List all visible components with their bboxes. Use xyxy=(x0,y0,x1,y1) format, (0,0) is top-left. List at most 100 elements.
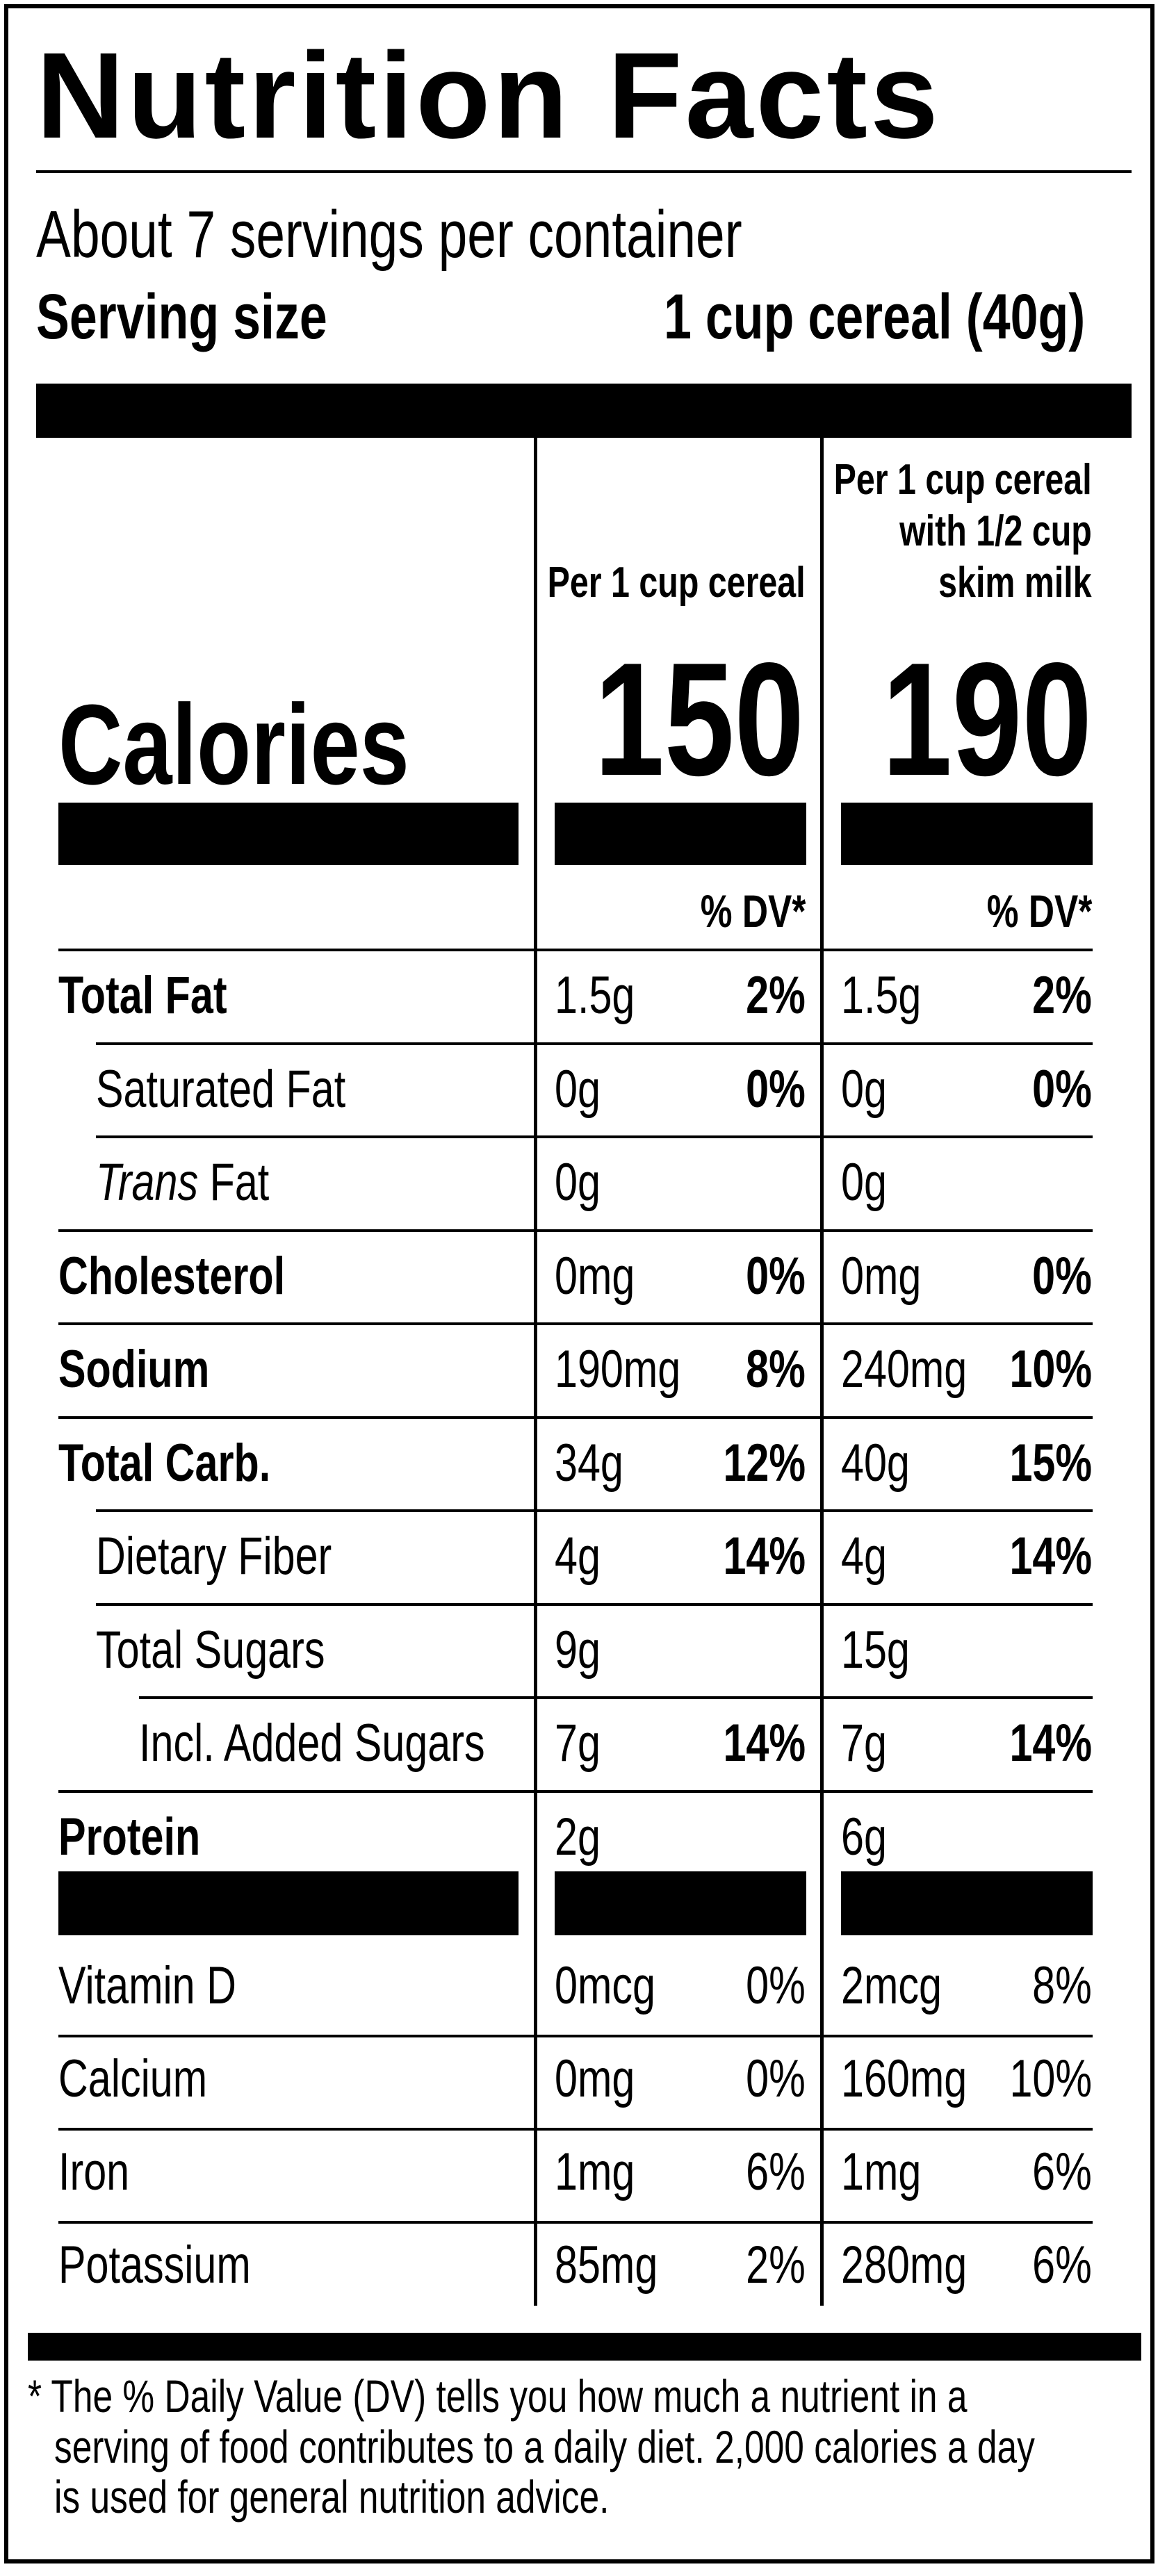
col2-amount: 0g xyxy=(841,1059,887,1119)
col1-amount: 0g xyxy=(555,1153,601,1212)
col2-amount: 240mg xyxy=(841,1340,968,1399)
thick-bar-calories-col2 xyxy=(841,803,1093,865)
row-divider xyxy=(58,1416,1093,1419)
col1-amount: 1.5g xyxy=(555,966,635,1025)
col2-dv: 0% xyxy=(1032,1246,1092,1306)
nutrient-label: Protein xyxy=(58,1807,201,1867)
thick-bar-protein-col2 xyxy=(841,1871,1093,1935)
col1-dv: 14% xyxy=(723,1714,806,1773)
col1-amount: 7g xyxy=(555,1714,601,1773)
col1-dv: 8% xyxy=(746,1340,806,1399)
thick-bar-calories-label xyxy=(58,803,519,865)
col1-dv: 12% xyxy=(723,1433,806,1493)
col1-dv: 14% xyxy=(723,1527,806,1586)
col2-amount: 15g xyxy=(841,1620,910,1680)
col1-amount: 4g xyxy=(555,1527,601,1586)
serving-size-value: 1 cup cereal (40g) xyxy=(663,281,1085,352)
col2-dv: 2% xyxy=(1032,966,1092,1025)
col1-dv: 2% xyxy=(746,2235,806,2295)
row-divider xyxy=(96,1509,1093,1512)
col2-amount: 280mg xyxy=(841,2235,968,2295)
thick-bar-calories-col1 xyxy=(555,803,806,865)
col2-amount: 0mg xyxy=(841,1246,922,1306)
row-divider xyxy=(58,1229,1093,1232)
col2-dv: 10% xyxy=(1009,1340,1092,1399)
col2-amount: 160mg xyxy=(841,2049,968,2108)
col2-header-line-2: with 1/2 cup xyxy=(899,507,1092,555)
calories-col1: 150 xyxy=(594,630,804,810)
col2-dv: 14% xyxy=(1009,1527,1092,1586)
col2-amount: 1mg xyxy=(841,2142,922,2201)
col1-amount: 190mg xyxy=(555,1340,681,1399)
thick-bar-protein-col1 xyxy=(555,1871,806,1935)
vitamin-label: Potassium xyxy=(58,2235,251,2295)
col2-dv: 6% xyxy=(1032,2142,1092,2201)
col2-dv: 8% xyxy=(1032,1956,1092,2015)
column-divider-2 xyxy=(820,438,824,2306)
col1-amount: 0g xyxy=(555,1059,601,1119)
thick-bar-bottom xyxy=(28,2333,1141,2361)
col2-dv: 15% xyxy=(1009,1433,1092,1493)
dv-header-col2: % DV* xyxy=(986,885,1092,937)
col2-header-line-1: Per 1 cup cereal xyxy=(834,456,1092,504)
col1-amount: 85mg xyxy=(555,2235,658,2295)
nutrient-label: Dietary Fiber xyxy=(96,1527,332,1586)
nutrient-label: Incl. Added Sugars xyxy=(139,1714,485,1773)
col1-header: Per 1 cup cereal xyxy=(548,559,806,607)
calories-col2: 190 xyxy=(882,630,1092,810)
row-divider xyxy=(96,1042,1093,1045)
footnote-line-2: serving of food contributes to a daily d… xyxy=(54,2421,1035,2472)
col2-dv: 10% xyxy=(1009,2049,1092,2108)
nutrient-label: Total Carb. xyxy=(58,1433,271,1493)
col1-amount: 34g xyxy=(555,1433,623,1493)
col1-dv: 0% xyxy=(746,1059,806,1119)
row-divider xyxy=(139,1696,1093,1699)
nutrition-label xyxy=(4,4,1154,2563)
nutrient-label: Cholesterol xyxy=(58,1246,286,1306)
nutrient-label: Total Fat xyxy=(58,966,227,1025)
col2-amount: 6g xyxy=(841,1807,887,1867)
calories-label: Calories xyxy=(58,681,409,808)
col1-amount: 0mcg xyxy=(555,1956,655,2015)
col1-dv: 0% xyxy=(746,1956,806,2015)
col1-dv: 0% xyxy=(746,2049,806,2108)
nutrient-label: Saturated Fat xyxy=(96,1059,346,1119)
col2-amount: 7g xyxy=(841,1714,887,1773)
row-divider xyxy=(58,2035,1093,2037)
col2-amount: 2mcg xyxy=(841,1956,942,2015)
vitamin-label: Vitamin D xyxy=(58,1956,236,2015)
col2-amount: 1.5g xyxy=(841,966,922,1025)
label-title: Nutrition Facts xyxy=(36,28,941,164)
row-divider xyxy=(96,1135,1093,1138)
thick-bar-top xyxy=(36,384,1132,438)
row-divider xyxy=(58,2128,1093,2131)
col2-amount: 4g xyxy=(841,1527,887,1586)
vitamin-label: Calcium xyxy=(58,2049,208,2108)
vitamin-label: Iron xyxy=(58,2142,130,2201)
col2-amount: 40g xyxy=(841,1433,910,1493)
dv-header-col1: % DV* xyxy=(700,885,806,937)
servings-per-container: About 7 servings per container xyxy=(36,197,742,272)
col1-dv: 2% xyxy=(746,966,806,1025)
col2-dv: 14% xyxy=(1009,1714,1092,1773)
footnote-line-3: is used for general nutrition advice. xyxy=(54,2471,610,2522)
row-divider xyxy=(96,1602,1093,1606)
col1-amount: 9g xyxy=(555,1620,601,1680)
col1-dv: 6% xyxy=(746,2142,806,2201)
col1-amount: 0mg xyxy=(555,1246,635,1306)
row-divider xyxy=(58,1322,1093,1325)
col1-amount: 0mg xyxy=(555,2049,635,2108)
col1-dv: 0% xyxy=(746,1246,806,1306)
row-divider xyxy=(58,1789,1093,1793)
nutrient-label: Total Sugars xyxy=(96,1620,325,1680)
col1-amount: 1mg xyxy=(555,2142,635,2201)
nutrient-label: Trans Fat xyxy=(96,1153,270,1212)
thick-bar-protein-label xyxy=(58,1871,519,1935)
title-rule xyxy=(36,170,1132,173)
serving-size-label: Serving size xyxy=(36,281,327,352)
col1-amount: 2g xyxy=(555,1807,601,1867)
column-divider-1 xyxy=(534,438,537,2306)
row-divider xyxy=(58,2221,1093,2224)
col2-dv: 0% xyxy=(1032,1059,1092,1119)
nutrient-label: Sodium xyxy=(58,1340,210,1399)
